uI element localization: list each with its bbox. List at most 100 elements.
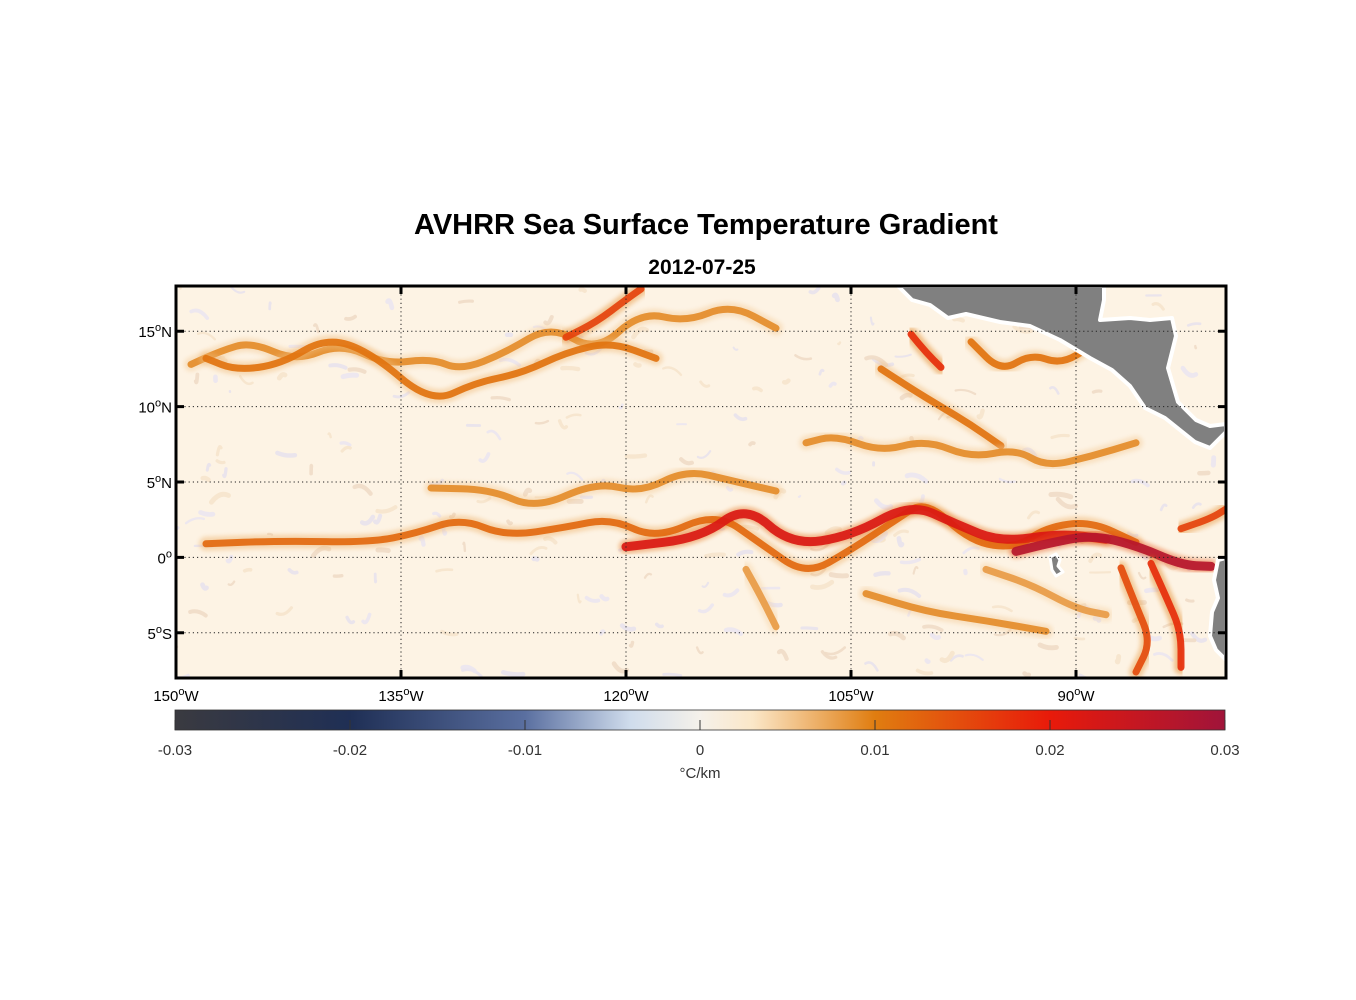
colorbar-label: °C/km [680, 765, 721, 782]
front-line [427, 470, 780, 507]
front-line [877, 365, 1005, 450]
texture-streak [808, 286, 821, 295]
texture-streak [964, 653, 984, 661]
lat-tick-label: 5oS [148, 624, 172, 643]
texture-streak [462, 541, 467, 553]
front-line [742, 565, 780, 631]
texture-streak [939, 650, 955, 664]
texture-streak [732, 346, 739, 351]
texture-streak [460, 664, 477, 674]
texture-streak [722, 588, 740, 598]
texture-streak [752, 386, 763, 393]
texture-streak [954, 388, 977, 396]
texture-streak [198, 510, 216, 517]
texture-streak [1130, 478, 1150, 488]
texture-streak [1088, 552, 1102, 563]
galapagos-island [1048, 552, 1065, 578]
texture-streak [345, 615, 356, 625]
texture-streak [1180, 365, 1199, 378]
ecuador-coast-land [1208, 556, 1226, 662]
texture-streak [543, 315, 554, 326]
texture-streak [929, 632, 942, 640]
texture-streak [238, 374, 254, 386]
texture-streak [501, 670, 526, 677]
texture-streak [1185, 598, 1195, 603]
texture-streak [1027, 510, 1040, 520]
chart-subtitle: 2012-07-25 [648, 256, 756, 279]
texture-streak [837, 341, 842, 346]
front-line [187, 305, 780, 371]
texture-streak [1137, 571, 1147, 580]
lat-tick-label: 10oN [138, 398, 172, 417]
texture-streak [633, 362, 642, 368]
front-line [202, 338, 660, 400]
texture-streak [991, 605, 1013, 613]
texture-streak [631, 326, 650, 340]
texture-streak [375, 547, 391, 554]
texture-streak [344, 314, 357, 321]
texture-streak [458, 299, 474, 304]
colorbar-tick-label: 0.03 [1210, 742, 1239, 759]
texture-streak [818, 368, 825, 376]
texture-streak [189, 308, 210, 320]
colorbar: -0.03 -0.02 -0.01 0 0.01 0.02 0.03 °C/km [158, 709, 1240, 782]
gridlines [175, 286, 1226, 678]
texture-streak [229, 286, 246, 294]
texture-streak [662, 672, 683, 678]
front-line [1011, 532, 1216, 571]
texture-streak [476, 496, 492, 504]
texture-streak [340, 372, 360, 380]
texture-streak [1050, 433, 1070, 440]
lat-tick-label: 5oN [147, 473, 172, 492]
axis-ticks: 15oN 10oN 5oN 0o 5oS 150oW 135oW 120oW 105oW 90oW [138, 286, 1226, 705]
texture-streak [200, 475, 211, 482]
texture-streak [435, 568, 454, 573]
texture-streak [215, 445, 223, 457]
texture-streak [899, 557, 921, 565]
texture-streak [522, 487, 533, 497]
front-line [1117, 564, 1151, 676]
texture-streak [697, 603, 714, 614]
texture-streak [373, 572, 378, 584]
texture-streak [869, 316, 875, 326]
texture-streak [828, 572, 850, 579]
texture-streak [200, 582, 209, 591]
texture-streak [893, 529, 909, 537]
texture-streak [478, 452, 491, 463]
texture-streak [1048, 491, 1074, 500]
texture-streak [679, 457, 694, 466]
texture-streak [662, 366, 683, 377]
texture-streak [618, 403, 624, 410]
texture-streak [275, 606, 293, 617]
front-line [621, 505, 1111, 552]
texture-streak [800, 626, 819, 631]
texture-streak [565, 413, 582, 419]
texture-streak [327, 432, 332, 439]
colorbar-tick-label: 0.02 [1035, 742, 1064, 759]
texture-streak [584, 595, 601, 603]
texture-streak [840, 480, 847, 486]
texture-streak [904, 472, 929, 484]
texture-streak [912, 566, 919, 575]
texture-streak [922, 624, 944, 632]
colorbar-tick-label: -0.01 [508, 742, 542, 759]
texture-streak [1190, 631, 1208, 643]
texture-streak [1153, 652, 1174, 662]
texture-streak [924, 658, 931, 664]
texture-streak [810, 579, 835, 590]
texture-streak [820, 650, 838, 660]
texture-streak [619, 623, 637, 632]
texture-streak [208, 491, 231, 505]
texture-streak [432, 511, 442, 518]
texture-streak [268, 301, 272, 311]
texture-streak [576, 593, 582, 604]
texture-streak [566, 471, 584, 481]
texture-streak [644, 494, 654, 504]
texture-streak [1159, 503, 1168, 512]
thermal-fronts-layer [184, 286, 1226, 678]
texture-streak [654, 622, 664, 629]
texture-streak [266, 532, 274, 536]
texture-streak [359, 514, 376, 526]
texture-streak [531, 556, 540, 562]
